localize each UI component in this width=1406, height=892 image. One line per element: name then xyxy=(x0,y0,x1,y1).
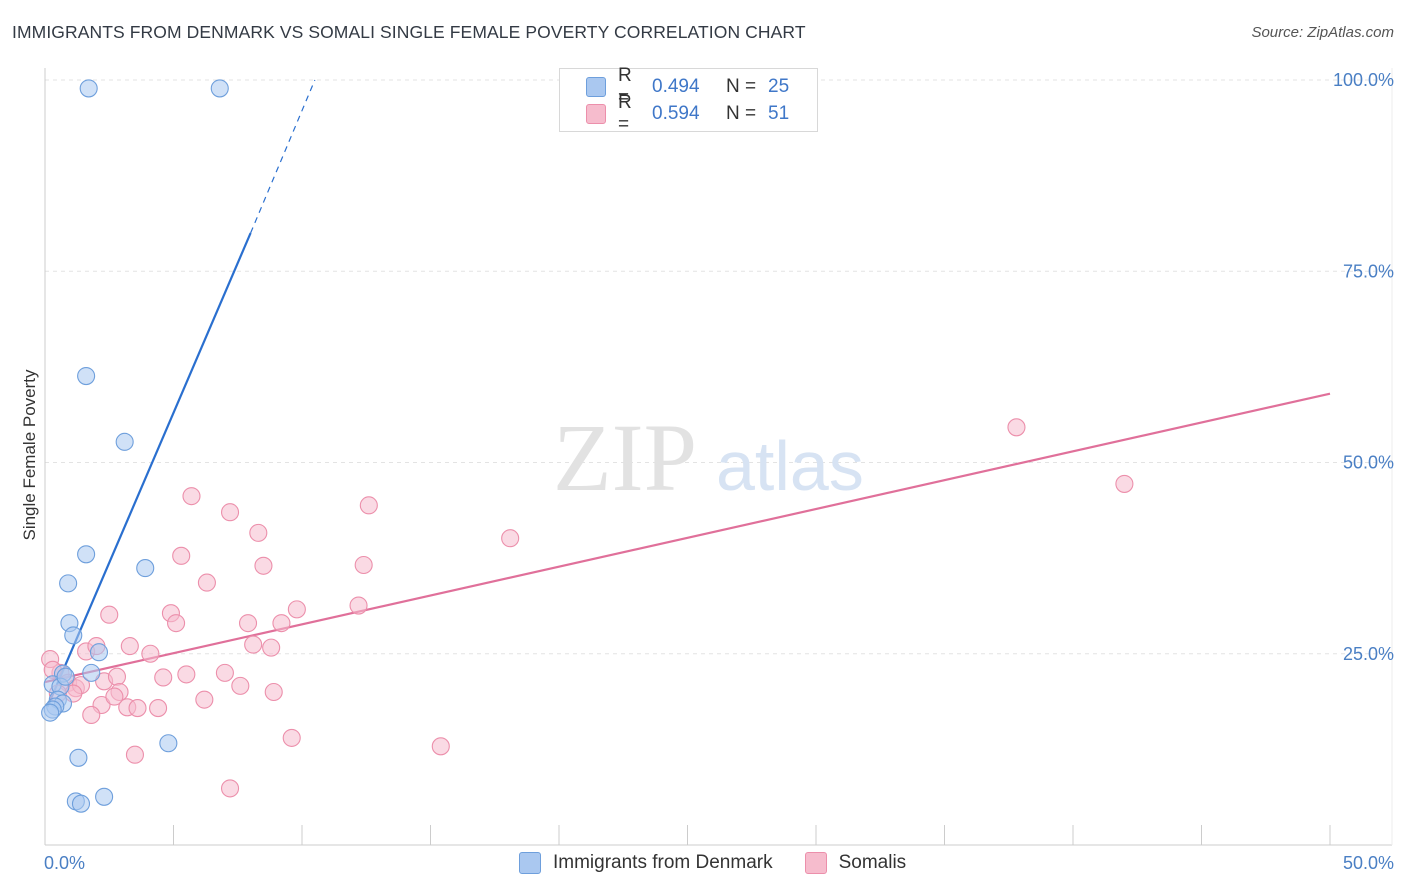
legend-n-value: 51 xyxy=(768,103,790,124)
y-tick-label: 100.0% xyxy=(1333,70,1394,90)
point-denmark xyxy=(59,574,78,593)
point-somali xyxy=(167,614,186,633)
point-denmark xyxy=(64,626,83,645)
y-axis-label: Single Female Poverty xyxy=(20,369,39,541)
point-somali xyxy=(220,503,240,522)
legend-row-denmark: R = 0.494 N = 25 xyxy=(586,65,790,108)
point-somali xyxy=(141,644,160,663)
point-denmark xyxy=(77,367,96,386)
point-denmark xyxy=(159,734,178,753)
point-somali xyxy=(82,705,101,725)
point-somali xyxy=(1115,474,1134,493)
bottom-legend-somali: Somalis xyxy=(804,852,907,874)
point-somali xyxy=(149,699,168,718)
legend-n-value: 25 xyxy=(768,76,790,97)
legend-n-label: N = xyxy=(726,76,757,97)
y-tick-label: 75.0% xyxy=(1343,261,1394,281)
point-denmark xyxy=(82,663,101,682)
point-somali xyxy=(172,546,191,565)
point-somali xyxy=(349,596,368,615)
watermark: ZIP atlas xyxy=(553,404,864,511)
source-label: Source: ZipAtlas.com xyxy=(1251,24,1394,41)
y-tick-labels: 100.0% 75.0% 50.0% 25.0% xyxy=(1333,70,1394,664)
point-somali xyxy=(238,614,258,633)
trend-line-somali xyxy=(44,392,1331,684)
data-points xyxy=(41,79,1134,813)
axes xyxy=(44,68,1393,846)
legend-r-label: R = xyxy=(618,65,632,108)
bottom-legend-denmark: Immigrants from Denmark xyxy=(519,852,773,874)
point-somali xyxy=(501,529,520,548)
trend-lines xyxy=(44,79,1331,707)
point-somali xyxy=(264,682,283,702)
bottom-legend-swatch-somali xyxy=(804,852,827,874)
point-somali xyxy=(100,605,119,624)
point-denmark xyxy=(71,794,91,813)
gridlines xyxy=(45,79,1392,655)
point-denmark xyxy=(210,79,229,98)
legend-n-label: N = xyxy=(726,103,757,124)
point-denmark xyxy=(69,748,88,767)
point-somali xyxy=(431,737,450,756)
point-somali xyxy=(125,745,144,764)
chart-title: IMMIGRANTS FROM DENMARK VS SOMALI SINGLE… xyxy=(12,22,806,42)
point-somali xyxy=(220,779,240,798)
point-somali xyxy=(177,665,196,684)
point-somali xyxy=(254,556,273,575)
point-somali xyxy=(197,573,216,592)
legend: R = 0.494 N = 25 R = 0.594 N = 51 xyxy=(559,65,818,135)
point-denmark xyxy=(95,787,114,806)
watermark-zip: ZIP xyxy=(553,404,697,511)
bottom-legend: Immigrants from Denmark Somalis xyxy=(519,852,938,874)
point-denmark xyxy=(56,667,75,686)
point-denmark xyxy=(41,703,60,722)
x-tick-labels: 0.0% 50.0% xyxy=(44,853,1394,873)
point-denmark xyxy=(115,432,134,451)
point-somali xyxy=(359,496,378,515)
point-somali xyxy=(287,600,306,619)
point-denmark xyxy=(136,559,155,578)
point-somali xyxy=(215,663,234,682)
point-denmark xyxy=(79,79,98,98)
point-somali xyxy=(1007,418,1026,437)
point-denmark xyxy=(89,643,109,662)
legend-swatch-denmark xyxy=(586,77,606,97)
point-somali xyxy=(154,668,173,687)
point-somali xyxy=(195,690,214,709)
legend-r-value: 0.494 xyxy=(652,76,700,97)
legend-swatch-somali xyxy=(586,104,606,124)
y-tick-label: 50.0% xyxy=(1343,453,1394,473)
bottom-legend-label-somali: Somalis xyxy=(838,852,907,873)
point-somali xyxy=(182,487,201,506)
x-tick-label: 0.0% xyxy=(44,853,85,873)
watermark-atlas: atlas xyxy=(716,427,864,505)
point-somali xyxy=(105,687,124,706)
legend-r-value: 0.594 xyxy=(652,103,700,124)
point-somali xyxy=(120,637,139,656)
bottom-legend-swatch-denmark xyxy=(519,852,541,874)
point-somali xyxy=(249,523,268,542)
point-somali xyxy=(354,555,373,575)
point-somali xyxy=(282,728,301,747)
x-tick-label: 50.0% xyxy=(1343,853,1394,873)
legend-r-label: R = xyxy=(618,92,632,135)
point-somali xyxy=(244,635,263,654)
point-somali xyxy=(262,638,281,657)
legend-row-somali: R = 0.594 N = 51 xyxy=(586,92,790,135)
point-somali xyxy=(107,667,127,686)
point-somali xyxy=(272,614,291,633)
point-denmark xyxy=(77,545,96,564)
point-somali xyxy=(231,676,250,695)
point-somali xyxy=(128,699,147,718)
y-tick-label: 25.0% xyxy=(1343,644,1394,664)
trend-line-denmark xyxy=(46,232,252,707)
bottom-legend-label-denmark: Immigrants from Denmark xyxy=(553,852,773,873)
trend-line-dashed-denmark xyxy=(250,79,316,234)
